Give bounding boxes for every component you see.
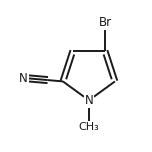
Text: N: N	[19, 72, 28, 85]
Text: Br: Br	[98, 16, 112, 29]
Text: CH₃: CH₃	[79, 122, 99, 132]
Text: N: N	[85, 94, 93, 107]
